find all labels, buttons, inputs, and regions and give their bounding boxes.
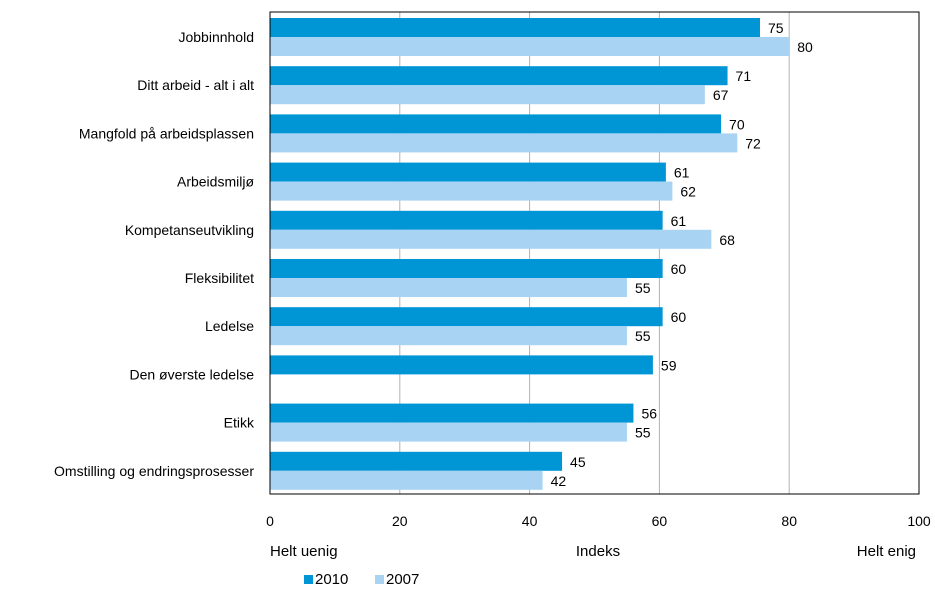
bar-2007 [270, 133, 738, 153]
bar-2010 [270, 355, 653, 375]
data-label: 67 [713, 87, 729, 103]
bar-2007 [270, 37, 790, 56]
bar-2010 [270, 259, 663, 278]
legend-swatch-2007 [375, 575, 384, 584]
bar-2010 [270, 162, 666, 182]
category-label: Ditt arbeid - alt i alt [137, 77, 254, 93]
data-label: 61 [674, 165, 690, 181]
bar-2010 [270, 66, 728, 86]
bar-2010 [270, 403, 634, 423]
x-axis-label-right: Helt enig [857, 543, 916, 560]
plot-frame [269, 11, 920, 495]
data-label: 80 [797, 39, 813, 55]
bar-2007 [270, 229, 712, 249]
category-labels: Jobbinnhold Ditt arbeid - alt i alt Mangfo… [54, 29, 255, 479]
data-label: 61 [671, 213, 687, 229]
data-label: 72 [745, 135, 761, 151]
bar-2007 [270, 278, 627, 297]
data-label: 70 [729, 116, 745, 132]
bar-2010 [270, 307, 663, 327]
x-tick-label: 40 [522, 513, 538, 529]
x-tick-label: 100 [907, 513, 931, 529]
bar-2007 [270, 326, 627, 346]
x-axis-title: Indeks [576, 543, 620, 560]
data-label: 62 [680, 184, 696, 200]
category-label: Den øverste ledelse [129, 366, 254, 382]
legend-swatch-2010 [304, 575, 313, 584]
bar-2010 [270, 210, 663, 230]
bars [270, 18, 790, 490]
category-label: Arbeidsmiljø [177, 174, 254, 190]
x-axis-label-left: Helt uenig [270, 543, 338, 560]
data-label: 60 [671, 309, 687, 325]
x-tick-label: 20 [392, 513, 408, 529]
bar-2007 [270, 422, 627, 442]
category-label: Kompetanseutvikling [125, 222, 254, 238]
data-label: 60 [671, 261, 687, 277]
legend-label-2010: 2010 [315, 571, 348, 588]
legend-label-2007: 2007 [386, 571, 419, 588]
data-label: 55 [635, 328, 651, 344]
category-label: Jobbinnhold [178, 29, 254, 45]
data-label: 68 [719, 232, 735, 248]
bar-2010 [270, 18, 760, 37]
x-tick-label: 60 [652, 513, 668, 529]
data-label: 56 [641, 406, 657, 422]
category-label: Ledelse [205, 318, 254, 334]
legend: 2010 2007 [304, 571, 419, 588]
x-tick-labels: 0 20 40 60 80 100 [266, 513, 931, 529]
category-label: Mangfold på arbeidsplassen [79, 125, 254, 141]
bar-2010 [270, 451, 563, 471]
category-label: Etikk [224, 415, 255, 431]
bar-2010 [270, 114, 722, 134]
data-label: 42 [551, 473, 567, 489]
bar-2007 [270, 85, 705, 105]
data-label: 55 [635, 280, 651, 296]
data-label: 71 [736, 68, 752, 84]
x-tick-label: 0 [266, 513, 274, 529]
data-label: 59 [661, 357, 677, 373]
x-tick-label: 80 [781, 513, 797, 529]
data-label: 55 [635, 425, 651, 441]
bar-2007 [270, 181, 673, 201]
bar-2007 [270, 470, 543, 490]
category-label: Omstilling og endringsprosesser [54, 463, 254, 479]
data-label: 75 [768, 20, 784, 36]
data-label: 45 [570, 454, 586, 470]
category-label: Fleksibilitet [185, 270, 254, 286]
